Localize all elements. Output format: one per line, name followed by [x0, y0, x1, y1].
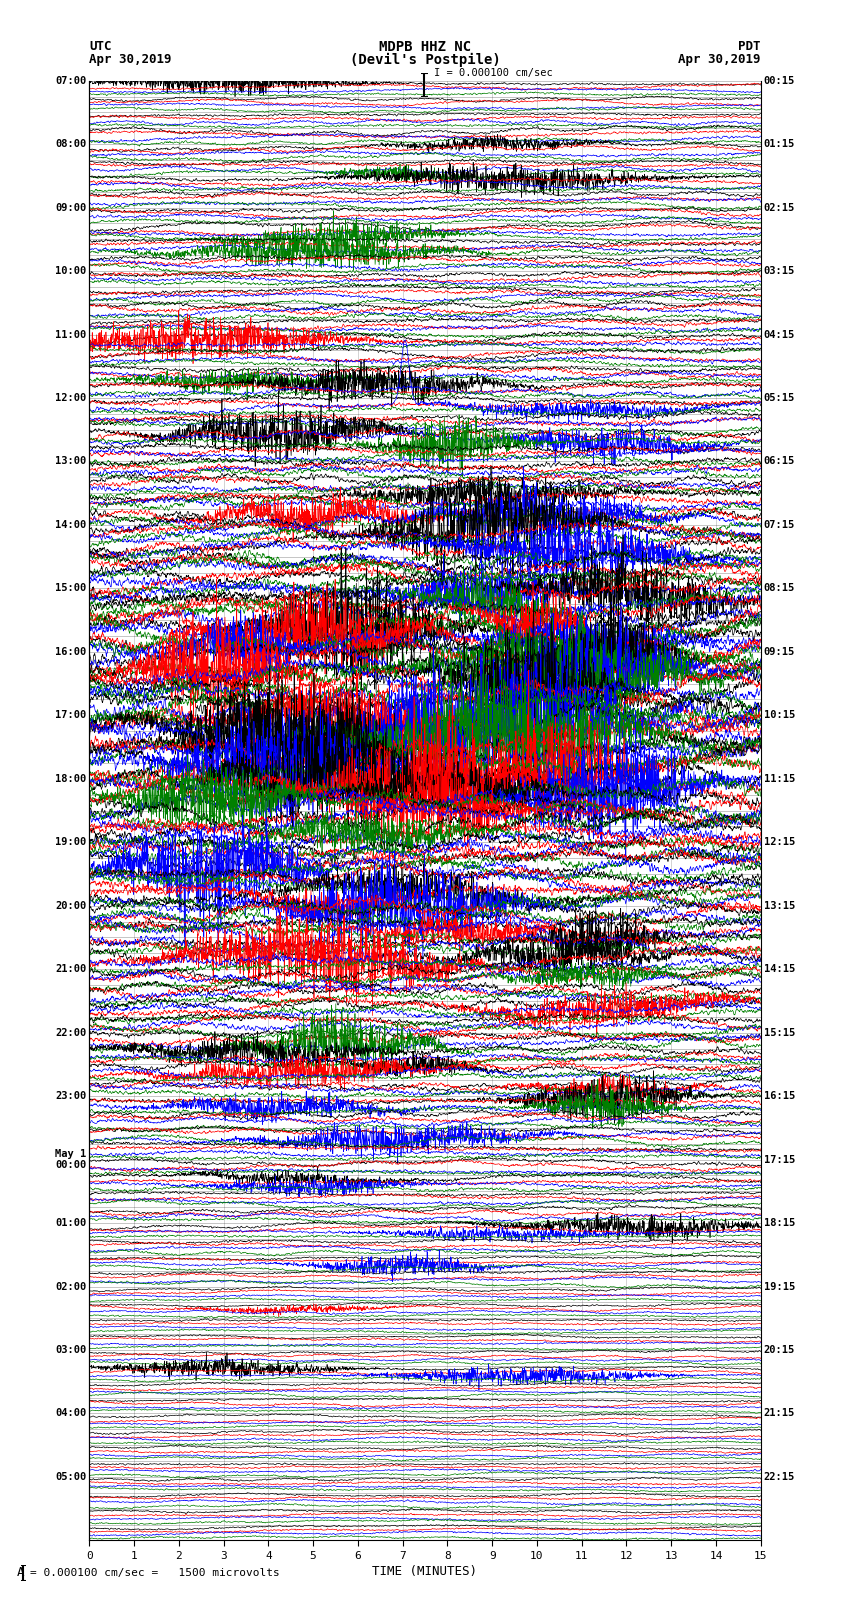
Text: (Devil's Postpile): (Devil's Postpile)	[349, 53, 501, 68]
Text: = 0.000100 cm/sec =   1500 microvolts: = 0.000100 cm/sec = 1500 microvolts	[30, 1568, 280, 1578]
Text: MDPB HHZ NC: MDPB HHZ NC	[379, 40, 471, 55]
Text: PDT: PDT	[739, 40, 761, 53]
X-axis label: TIME (MINUTES): TIME (MINUTES)	[372, 1565, 478, 1578]
Text: I = 0.000100 cm/sec: I = 0.000100 cm/sec	[434, 68, 552, 77]
Text: Apr 30,2019: Apr 30,2019	[89, 53, 172, 66]
Text: UTC: UTC	[89, 40, 111, 53]
Text: A: A	[17, 1566, 25, 1579]
Text: Apr 30,2019: Apr 30,2019	[678, 53, 761, 66]
